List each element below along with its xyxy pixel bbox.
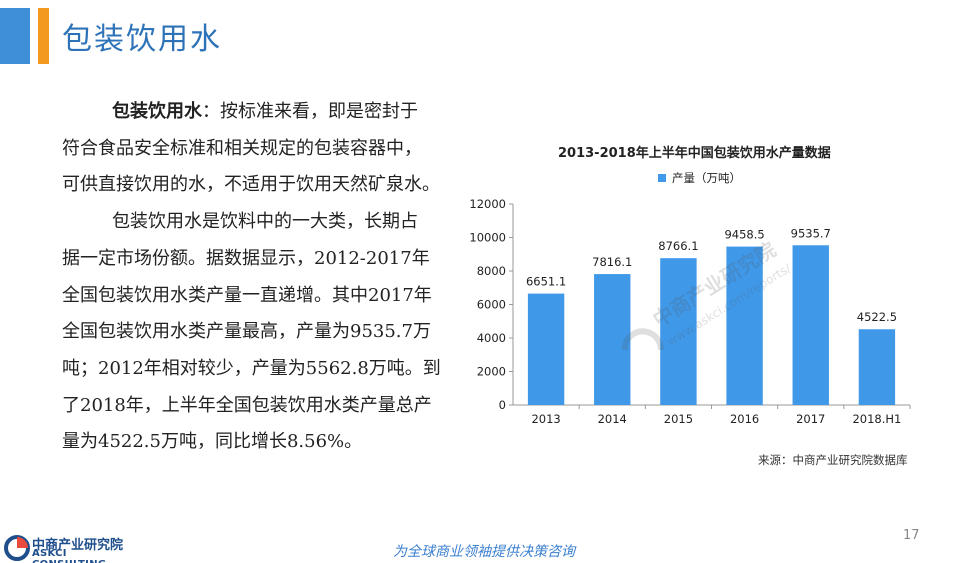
bar — [726, 246, 763, 405]
paragraph-1-line-3: 可供直接饮用的水，不适用于饮用天然矿泉水。 — [62, 174, 440, 196]
bar-value-label: 9458.5 — [724, 228, 764, 242]
y-tick-label: 10000 — [470, 231, 506, 245]
company-logo: 中商产业研究院 ASKCI CONSULTING — [4, 534, 134, 563]
y-tick-label: 8000 — [477, 264, 506, 278]
x-tick-label: 2016 — [730, 412, 759, 426]
bar — [527, 293, 565, 405]
chart-title: 2013-2018年上半年中国包装饮用水产量数据 — [558, 146, 831, 161]
page-title: 包装饮用水 — [62, 22, 222, 57]
bar-chart: 2013-2018年上半年中国包装饮用水产量数据 产量（万吨） 0 2000 400… — [470, 130, 930, 440]
y-tick-label: 0 — [499, 398, 506, 412]
y-tick-label: 6000 — [477, 298, 506, 312]
paragraph-2-line-3: 全国包装饮用水类产量一直递增。其中2017年 — [62, 284, 432, 306]
logo-icon — [4, 535, 30, 561]
y-tick-label: 12000 — [470, 197, 506, 211]
y-tick-label: 4000 — [477, 331, 506, 345]
logo-cn: 中商产业研究院 — [32, 538, 124, 553]
term-bold: 包装饮用水 — [112, 101, 202, 122]
bar-value-label: 7816.1 — [592, 255, 632, 269]
x-tick-label: 2014 — [598, 412, 627, 426]
x-tick-label: 2017 — [796, 412, 825, 426]
paragraph-2-line-2: 据一定市场份额。据数据显示，2012-2017年 — [62, 247, 430, 269]
paragraph-2-line-5: 吨；2012年相对较少，产量为5562.8万吨。到 — [62, 357, 441, 379]
bar — [594, 274, 631, 405]
legend-swatch — [658, 174, 666, 182]
source-note: 来源：中商产业研究院数据库 — [758, 453, 908, 467]
body-text: 包装饮用水：按标准来看，即是密封于 符合食品安全标准和相关规定的包装容器中， 可… — [62, 94, 452, 461]
accent-bar-orange — [38, 8, 49, 64]
paragraph-2-line-6: 了2018年，上半年全国包装饮用水类产量总产 — [62, 394, 432, 416]
bar — [792, 245, 829, 405]
legend-label: 产量（万吨） — [672, 171, 741, 185]
footer-slogan: 为全球商业领袖提供决策咨询 — [393, 544, 575, 560]
accent-bar-blue — [0, 8, 30, 64]
paragraph-1-rest: ：按标准来看，即是密封于 — [202, 101, 418, 122]
bar-value-label: 8766.1 — [658, 239, 698, 253]
bar — [660, 258, 697, 405]
paragraph-1-line-1: 包装饮用水：按标准来看，即是密封于 — [62, 94, 452, 131]
x-tick-label: 2013 — [531, 412, 560, 426]
bar-value-label: 6651.1 — [526, 275, 566, 289]
paragraph-2-line-7: 量为4522.5万吨，同比增长8.56%。 — [62, 431, 363, 453]
x-tick-label: 2018.H1 — [852, 412, 901, 426]
chart-legend: 产量（万吨） — [658, 170, 741, 186]
bar-value-label: 4522.5 — [857, 310, 897, 324]
x-tick-label: 2015 — [664, 412, 693, 426]
paragraph-2-line-4: 全国包装饮用水类产量最高，产量为9535.7万 — [62, 321, 431, 343]
y-tick-label: 2000 — [477, 365, 506, 379]
logo-en: ASKCI CONSULTING — [32, 548, 106, 563]
paragraph-1-line-2: 符合食品安全标准和相关规定的包装容器中， — [62, 137, 422, 159]
paragraph-2-line-1: 包装饮用水是饮料中的一大类，长期占 — [112, 211, 418, 233]
page-number: 17 — [903, 528, 920, 543]
bar — [858, 329, 896, 405]
chart-plot: 0 2000 4000 6000 8000 10000 12000 6651.1 2013 781… — [470, 197, 911, 426]
bar-value-label: 9535.7 — [791, 226, 831, 240]
